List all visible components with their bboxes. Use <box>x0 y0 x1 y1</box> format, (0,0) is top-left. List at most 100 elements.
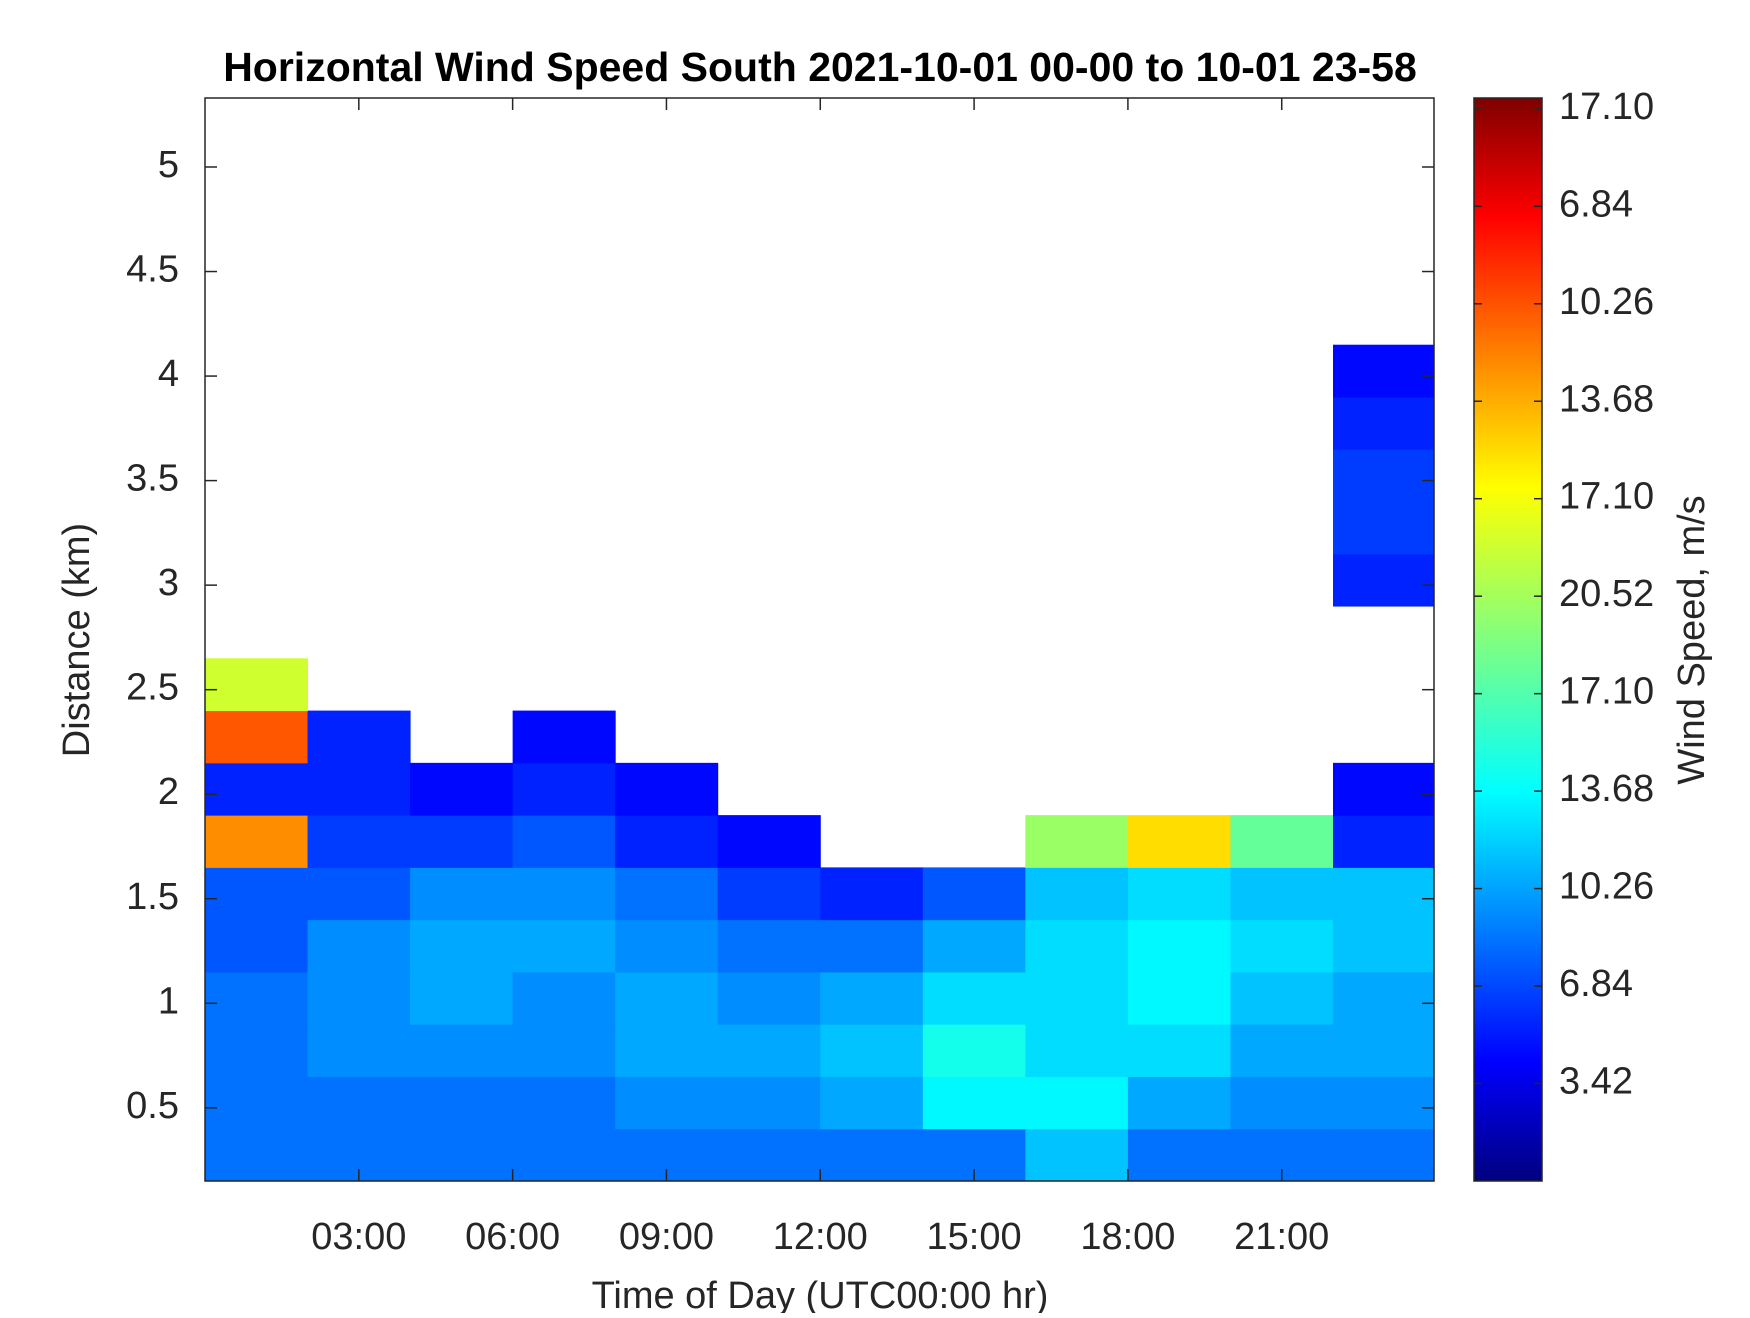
cell <box>922 919 1026 973</box>
cell <box>1127 1024 1231 1077</box>
colorbar-tick-label: 17.10 <box>1559 86 1654 128</box>
cell <box>1332 449 1435 503</box>
cell <box>820 1024 924 1077</box>
cell <box>205 867 309 921</box>
cell <box>1332 553 1435 607</box>
cell <box>615 919 719 973</box>
x-tick-label: 12:00 <box>773 1216 868 1258</box>
cell <box>1025 971 1129 1025</box>
cell <box>1127 1128 1231 1182</box>
cell <box>1025 919 1129 973</box>
cell <box>1332 762 1435 816</box>
cell <box>410 1024 514 1077</box>
cell <box>307 762 411 816</box>
cell <box>410 815 514 868</box>
x-tick-label: 21:00 <box>1234 1216 1329 1258</box>
cell <box>615 815 719 868</box>
cell <box>820 919 924 973</box>
cell <box>1127 815 1231 868</box>
cell <box>512 762 616 816</box>
x-axis-label: Time of Day (UTC00:00 hr) <box>592 1275 1049 1313</box>
cell <box>1025 1024 1129 1077</box>
cell <box>205 1024 309 1077</box>
cell <box>307 1076 411 1130</box>
y-tick-label: 5 <box>158 144 179 186</box>
cell <box>717 971 821 1025</box>
cell <box>922 1076 1026 1130</box>
cell <box>1230 1076 1334 1130</box>
x-tick-label: 18:00 <box>1080 1216 1175 1258</box>
cell <box>1025 867 1129 921</box>
colorbar-tick-label: 3.42 <box>1559 1061 1633 1103</box>
y-tick-label: 1 <box>158 980 179 1022</box>
cell <box>1025 1076 1129 1130</box>
cell <box>717 867 821 921</box>
colorbar-tick-label: 10.26 <box>1559 281 1654 323</box>
colorbar-tick-label: 6.84 <box>1559 183 1633 225</box>
colorbar-tick-label: 17.10 <box>1559 476 1654 518</box>
y-tick-label: 4.5 <box>126 249 179 291</box>
colorbar-tick-label: 10.26 <box>1559 866 1654 908</box>
cell <box>410 762 514 816</box>
y-tick-label: 1.5 <box>126 876 179 918</box>
cell <box>512 919 616 973</box>
cell <box>1025 815 1129 868</box>
cell <box>512 867 616 921</box>
cell <box>717 1128 821 1182</box>
y-tick-label: 3 <box>158 562 179 604</box>
cell <box>615 971 719 1025</box>
cell <box>512 1128 616 1182</box>
cell <box>410 1076 514 1130</box>
y-tick-label: 0.5 <box>126 1085 179 1127</box>
cell <box>922 1024 1026 1077</box>
cell <box>1332 867 1435 921</box>
cell <box>205 919 309 973</box>
cell <box>1127 919 1231 973</box>
cell <box>1127 1076 1231 1130</box>
cell <box>410 1128 514 1182</box>
colorbar-tick-label: 13.68 <box>1559 768 1654 810</box>
cell <box>205 971 309 1025</box>
cell <box>922 971 1026 1025</box>
cell <box>205 1076 309 1130</box>
cell <box>307 815 411 868</box>
cell <box>615 762 719 816</box>
x-tick-label: 03:00 <box>311 1216 406 1258</box>
cell <box>922 867 1026 921</box>
cell <box>1127 971 1231 1025</box>
cell <box>205 762 309 816</box>
colorbar-label: Wind Speed, m/s <box>1671 495 1713 784</box>
colorbar-tick-label: 20.52 <box>1559 573 1654 615</box>
y-tick-label: 2 <box>158 771 179 813</box>
cell <box>512 815 616 868</box>
cell <box>1332 1128 1435 1182</box>
cell <box>820 867 924 921</box>
cell <box>820 1128 924 1182</box>
cell <box>717 815 821 868</box>
cell <box>615 1076 719 1130</box>
cell <box>205 815 309 868</box>
y-tick-label: 2.5 <box>126 667 179 709</box>
cell <box>717 1076 821 1130</box>
cell <box>1332 344 1435 398</box>
colorbar-tick-label: 17.10 <box>1559 671 1654 713</box>
colorbar <box>1473 97 1543 1182</box>
cell <box>410 919 514 973</box>
cell <box>512 1024 616 1077</box>
cell <box>512 971 616 1025</box>
cell <box>717 1024 821 1077</box>
cell <box>205 710 309 764</box>
cell <box>1127 867 1231 921</box>
cell <box>307 710 411 764</box>
cell <box>1230 867 1334 921</box>
cell <box>1332 971 1435 1025</box>
y-tick-label: 4 <box>158 353 179 395</box>
cell <box>512 710 616 764</box>
cell <box>410 971 514 1025</box>
cell <box>1332 919 1435 973</box>
cell <box>1025 1128 1129 1182</box>
cell <box>1230 815 1334 868</box>
cell <box>1332 1076 1435 1130</box>
cell <box>512 1076 616 1130</box>
cell <box>1332 501 1435 555</box>
